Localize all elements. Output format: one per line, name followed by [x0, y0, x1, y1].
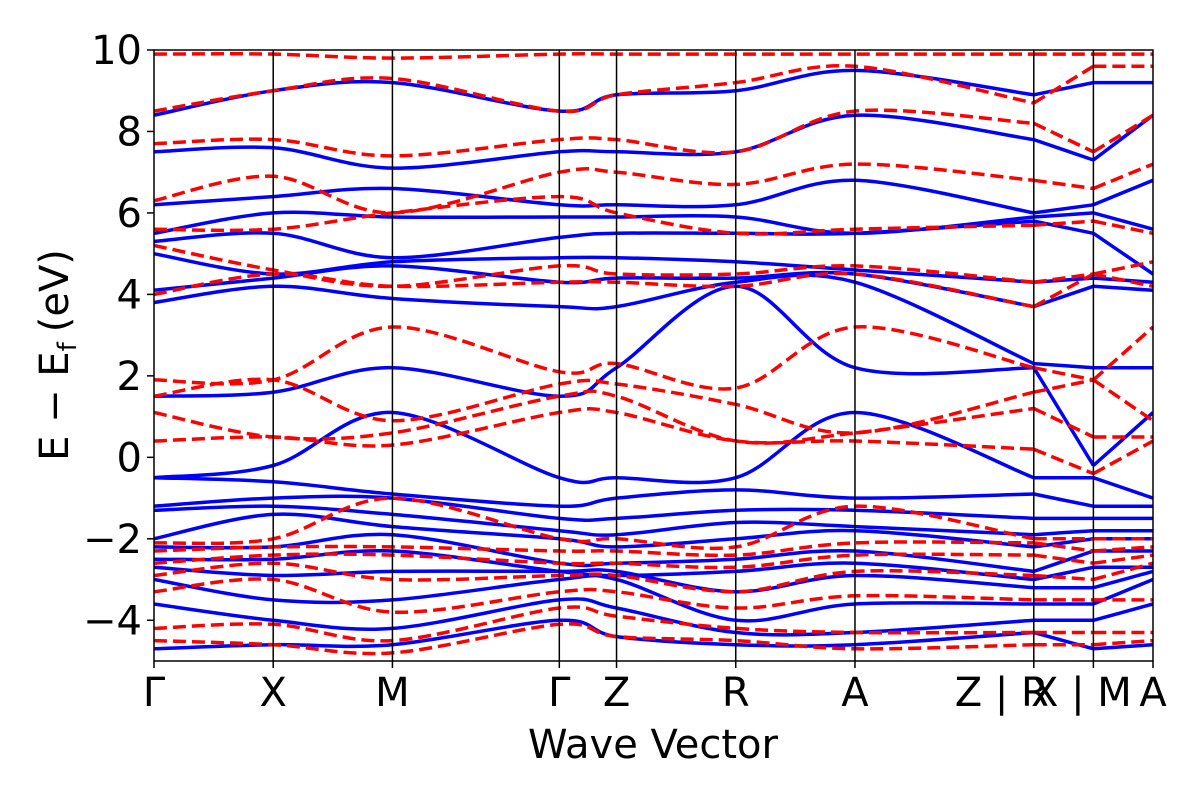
band-line-solid-9-seg-1 — [1033, 492, 1094, 508]
band-lines — [154, 52, 1153, 656]
y-tick-label: 0 — [117, 435, 142, 481]
band-line-dashed-10-seg-1 — [1033, 365, 1094, 382]
y-axis-title-main: E − E — [32, 351, 78, 461]
y-axis-title-subscript: f — [53, 341, 83, 351]
band-line-dashed-9-seg-0 — [154, 377, 1035, 435]
band-line-dashed-4-seg-1 — [1033, 553, 1094, 565]
y-tick-label: 4 — [117, 272, 142, 318]
band-line-dashed-10-seg-0 — [154, 325, 1035, 391]
x-tick-label: M — [375, 670, 410, 716]
x-tick-label: A — [841, 670, 869, 716]
band-line-solid-15-seg-2 — [1092, 231, 1153, 276]
x-tick-label: Z — [603, 670, 630, 716]
band-line-dashed-7-seg-1 — [1033, 447, 1095, 476]
band-line-dashed-7-seg-0 — [154, 406, 1034, 451]
band-line-dashed-5-seg-2 — [1093, 545, 1153, 553]
y-tick-label: 6 — [117, 191, 142, 237]
band-line-dashed-15-seg-1 — [1033, 121, 1095, 154]
band-line-solid-16-seg-2 — [1092, 211, 1153, 231]
band-line-solid-18-seg-0 — [154, 113, 1035, 170]
band-line-dashed-15-seg-2 — [1092, 113, 1153, 154]
band-line-dashed-4-seg-2 — [1093, 553, 1153, 565]
band-line-solid-0-seg-0 — [154, 618, 1034, 651]
band-line-dashed-8-seg-1 — [1033, 406, 1095, 439]
y-tick-label: 10 — [91, 28, 142, 74]
band-line-dashed-3-seg-2 — [1092, 561, 1153, 582]
band-line-dashed-11-seg-0 — [154, 271, 1035, 309]
band-line-solid-13-seg-2 — [1093, 284, 1153, 293]
band-line-solid-16-seg-0 — [154, 210, 1034, 236]
band-line-solid-10-seg-2 — [1092, 476, 1153, 500]
band-line-dashed-14-seg-2 — [1092, 162, 1153, 191]
band-line-dashed-2-seg-0 — [154, 577, 1034, 614]
band-line-dashed-5-seg-0 — [154, 540, 1034, 558]
band-line-solid-0-seg-2 — [1093, 642, 1153, 651]
band-line-solid-19-seg-0 — [154, 68, 1035, 117]
band-line-dashed-11-seg-1 — [1032, 272, 1095, 309]
band-line-solid-12-seg-0 — [154, 273, 1035, 366]
x-axis-title: Wave Vector — [528, 722, 779, 768]
plot-frame — [153, 49, 1154, 662]
band-line-solid-11-seg-1 — [1032, 366, 1095, 467]
band-line-dashed-5-seg-1 — [1033, 541, 1094, 553]
band-line-dashed-9-seg-2 — [1092, 378, 1153, 423]
band-line-dashed-4-seg-0 — [154, 552, 1034, 570]
band-line-dashed-12-seg-2 — [1093, 260, 1153, 276]
band-line-solid-16-seg-1 — [1033, 211, 1094, 219]
x-tick-label: Γ — [548, 670, 571, 716]
x-tick-label: A — [1139, 670, 1167, 716]
band-line-solid-11-seg-2 — [1092, 411, 1153, 467]
band-line-solid-15-seg-0 — [154, 219, 1034, 260]
y-tick-label: 8 — [117, 109, 142, 155]
band-line-solid-18-seg-1 — [1033, 137, 1094, 162]
band-line-dashed-7-seg-2 — [1092, 439, 1153, 476]
x-tick-label: X — [260, 670, 287, 716]
band-line-solid-17-seg-1 — [1033, 203, 1094, 215]
band-line-dashed-13-seg-1 — [1033, 219, 1094, 227]
band-line-solid-4-seg-1 — [1033, 565, 1094, 582]
band-line-solid-7-seg-1 — [1033, 528, 1094, 537]
x-tick-label: X | M — [1031, 670, 1132, 716]
x-tick-label: Γ — [143, 670, 166, 716]
band-line-dashed-14-seg-0 — [154, 162, 1034, 215]
band-line-dashed-13-seg-2 — [1093, 219, 1153, 236]
band-line-solid-5-seg-1 — [1033, 549, 1094, 574]
band-line-dashed-12-seg-1 — [1033, 272, 1094, 284]
band-line-solid-10-seg-0 — [154, 410, 1035, 485]
band-line-dashed-14-seg-1 — [1033, 178, 1094, 191]
x-tick-label: R — [722, 670, 750, 716]
band-line-solid-17-seg-0 — [154, 178, 1035, 215]
y-tick-label: −2 — [83, 517, 142, 563]
x-tick-label: Z | R — [955, 670, 1049, 716]
band-line-solid-1-seg-2 — [1092, 602, 1153, 622]
band-line-solid-11-seg-0 — [154, 284, 1034, 398]
band-line-solid-17-seg-2 — [1092, 178, 1153, 207]
band-line-dashed-1-seg-0 — [154, 605, 1034, 643]
band-line-dashed-3-seg-1 — [1033, 573, 1094, 582]
band-line-solid-12-seg-1 — [1033, 361, 1094, 370]
band-line-dashed-16-seg-1 — [1032, 64, 1095, 105]
y-axis-title: E − Ef (eV) — [32, 249, 83, 461]
band-line-solid-6-seg-1 — [1033, 537, 1094, 549]
kpoint-separator-lines — [272, 50, 1095, 661]
band-line-solid-19-seg-1 — [1033, 80, 1094, 97]
y-axis-title-unit: (eV) — [32, 249, 78, 332]
band-line-dashed-8-seg-0 — [154, 389, 1035, 445]
y-axis-ticks: −4 −2 0 2 4 6 8 10 — [83, 28, 154, 644]
band-line-dashed-17-seg-0 — [154, 52, 1034, 60]
y-tick-label: 2 — [117, 354, 142, 400]
band-line-dashed-0-seg-2 — [1093, 638, 1153, 647]
band-line-dashed-16-seg-0 — [154, 64, 1035, 114]
band-line-solid-3-seg-2 — [1092, 569, 1153, 590]
band-line-solid-15-seg-1 — [1033, 219, 1094, 236]
y-tick-label: −4 — [83, 598, 142, 644]
band-line-solid-2-seg-2 — [1092, 577, 1153, 606]
band-line-dashed-10-seg-2 — [1092, 325, 1153, 382]
